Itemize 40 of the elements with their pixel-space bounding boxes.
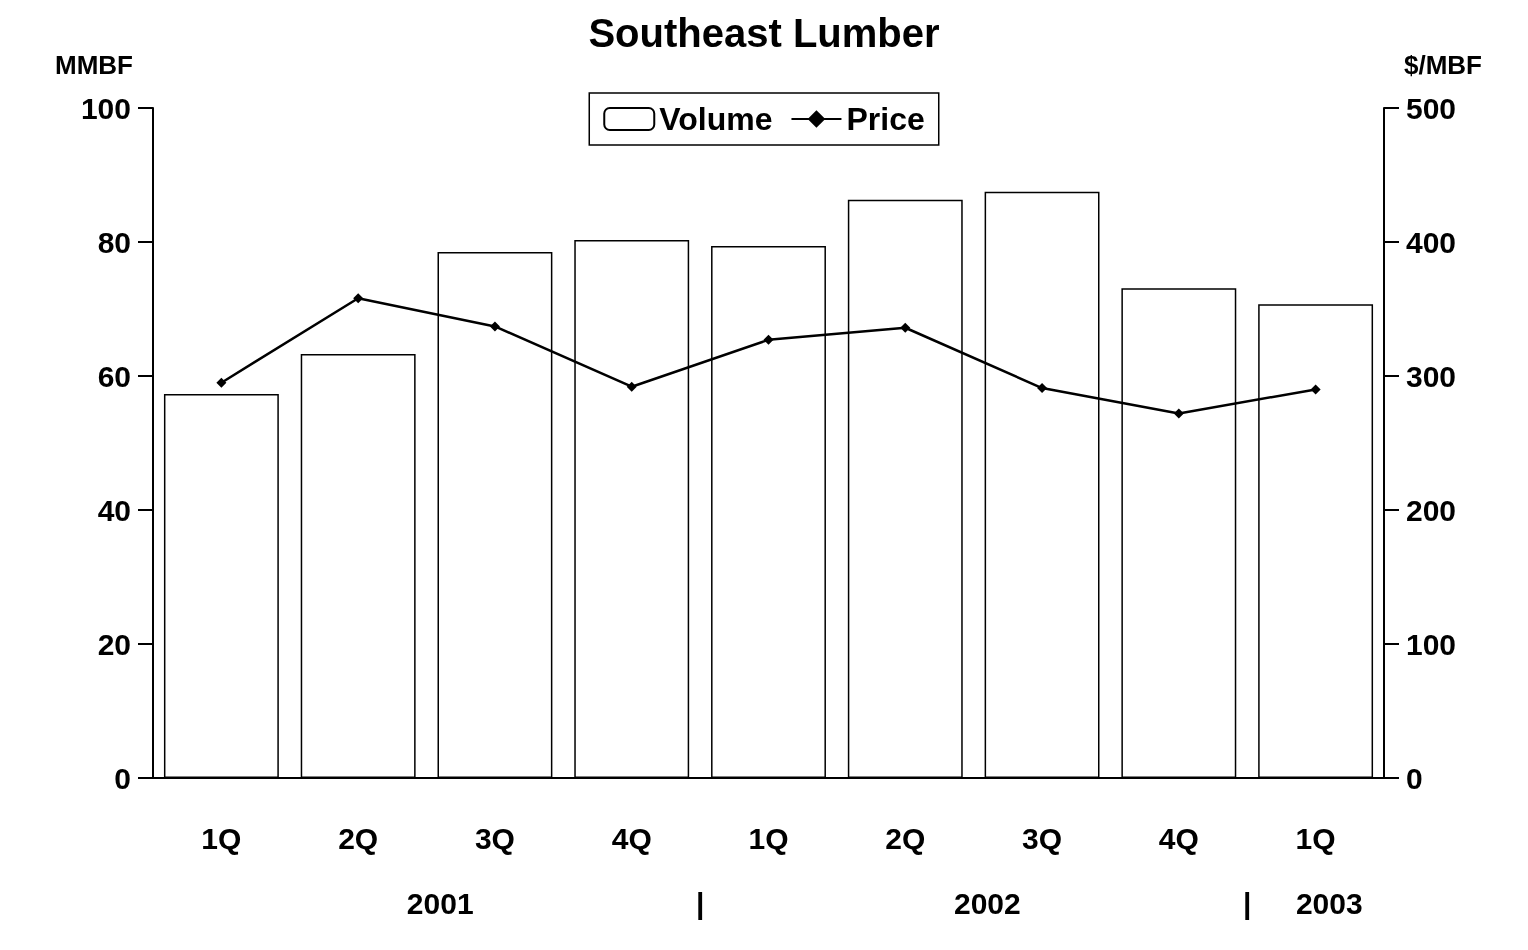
y2-tick-label: 300 [1406,359,1457,393]
x-tick-label: 1Q [1295,821,1336,855]
legend-label: Volume [659,101,773,137]
legend-label: Price [846,101,925,137]
y2-tick-label: 100 [1406,627,1457,661]
text: | [695,886,705,920]
text: 2002 [953,886,1021,920]
x-tick-label: 3Q [474,821,515,855]
y-tick-label: 40 [97,493,131,527]
chart-title: Southeast Lumber [588,11,940,55]
y2-tick-label: 400 [1406,225,1457,259]
y-tick-label: 100 [80,91,131,125]
x-tick-label: 3Q [1022,821,1063,855]
x-tick-label: 1Q [201,821,242,855]
point [1173,408,1184,419]
y-tick-label: 20 [97,627,131,661]
point [353,293,364,304]
y-tick-label: 60 [97,359,131,393]
x-tick-label: 2Q [885,821,926,855]
y2-tick-label: 0 [1406,761,1423,795]
y2-tick-label: 500 [1406,91,1457,125]
y2-axis-title: $/MBF [1404,50,1482,80]
x-tick-label: 2Q [338,821,379,855]
x-tick-label: 1Q [748,821,789,855]
point [1037,383,1048,394]
point [1310,384,1321,395]
point [489,321,500,332]
point [763,334,774,345]
point [626,381,637,392]
text: 2001 [406,886,474,920]
y2-tick-label: 200 [1406,493,1457,527]
text: | [1243,886,1252,920]
point [216,377,227,388]
point [900,322,911,333]
y-tick-label: 80 [97,225,131,259]
y-tick-label: 0 [114,761,131,795]
text: 2003 [1295,886,1363,920]
x-tick-label: 4Q [611,821,652,855]
x-tick-label: 4Q [1158,821,1199,855]
y-axis-title: MMBF [55,50,133,80]
